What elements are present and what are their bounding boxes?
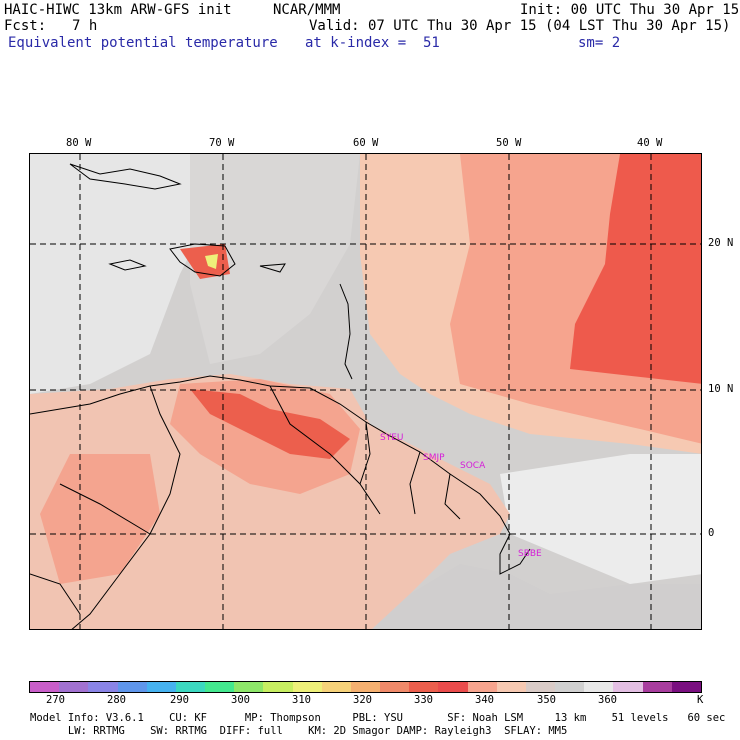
- field-yellow-hispaniola: [205, 254, 218, 269]
- legend-tick-290: 290: [170, 694, 189, 706]
- lon-label-50w: 50 W: [496, 137, 522, 149]
- station-soca: SOCA: [460, 461, 486, 471]
- coastlines: [30, 163, 531, 629]
- field-gray-south: [372, 564, 701, 629]
- forecast-hour: 7 h: [72, 18, 98, 34]
- level-index: at k-index = 51: [305, 35, 440, 51]
- legend-swatch: [175, 682, 206, 692]
- field-salmon-colombia: [40, 454, 160, 584]
- legend-swatch: [205, 682, 235, 692]
- lat-label-0: 0: [708, 527, 715, 539]
- legend-swatch: [263, 682, 293, 692]
- map-panel: SYEU SMJP SOCA SBBE: [29, 153, 702, 630]
- field-gray-central: [190, 154, 360, 364]
- model-info-line2: LW: RRTMG SW: RRTMG DIFF: full KM: 2D Sm…: [30, 725, 568, 737]
- legend-tick-330: 330: [414, 694, 433, 706]
- legend-tick-270: 270: [46, 694, 65, 706]
- legend-swatch: [350, 682, 381, 692]
- legend-swatch: [496, 682, 526, 692]
- legend-swatch: [555, 682, 585, 692]
- valid-time: Valid: 07 UTC Thu 30 Apr 15 (04 LST Thu …: [309, 18, 731, 34]
- smoothing: sm= 2: [578, 35, 621, 51]
- lon-label-80w: 80 W: [66, 137, 92, 149]
- legend-swatch: [146, 682, 176, 692]
- field-red-land: [190, 389, 350, 459]
- legend-swatch: [380, 682, 410, 692]
- station-smjp: SMJP: [423, 453, 445, 463]
- legend-swatch: [467, 682, 497, 692]
- field-red-hispaniola: [180, 244, 230, 279]
- legend-tick-360: 360: [598, 694, 617, 706]
- legend-unit: K: [697, 694, 704, 706]
- lat-label-10n: 10 N: [708, 383, 734, 395]
- lon-label-40w: 40 W: [637, 137, 663, 149]
- legend-swatch: [59, 682, 89, 692]
- legend-swatch: [671, 682, 701, 692]
- lon-label-70w: 70 W: [209, 137, 235, 149]
- legend-swatch: [321, 682, 351, 692]
- init-time: Init: 00 UTC Thu 30 Apr 15: [520, 2, 740, 18]
- legend-swatch: [234, 682, 264, 692]
- legend-tick-280: 280: [107, 694, 126, 706]
- legend-tick-340: 340: [475, 694, 494, 706]
- legend-tick-320: 320: [353, 694, 372, 706]
- field-name: Equivalent potential temperature: [8, 35, 278, 51]
- legend-swatch: [292, 682, 322, 692]
- lon-label-60w: 60 W: [353, 137, 379, 149]
- legend-swatch: [117, 682, 147, 692]
- organization: NCAR/MMM: [273, 2, 341, 18]
- legend-swatch: [584, 682, 614, 692]
- station-syeu: SYEU: [380, 433, 403, 443]
- legend-swatch: [642, 682, 672, 692]
- legend-swatch: [613, 682, 643, 692]
- model-info-line1: Model Info: V3.6.1 CU: KF MP: Thompson P…: [30, 712, 726, 724]
- legend-tick-300: 300: [231, 694, 250, 706]
- field-peach-land: [30, 374, 510, 629]
- model-title: HAIC-HIWC 13km ARW-GFS init: [4, 2, 232, 18]
- legend-tick-310: 310: [292, 694, 311, 706]
- legend-swatch: [525, 682, 556, 692]
- forecast-label: Fcst:: [4, 18, 47, 34]
- graticule: [30, 154, 701, 629]
- color-legend: [29, 681, 702, 693]
- field-light-gray-west: [30, 154, 210, 394]
- legend-swatch: [88, 682, 118, 692]
- field-red-east: [570, 154, 701, 384]
- legend-swatch: [30, 682, 60, 692]
- legend-tick-350: 350: [537, 694, 556, 706]
- map-canvas: SYEU SMJP SOCA SBBE: [30, 154, 701, 629]
- station-sbbe: SBBE: [518, 549, 542, 559]
- legend-swatch: [438, 682, 468, 692]
- lat-label-20n: 20 N: [708, 237, 734, 249]
- legend-swatch: [409, 682, 439, 692]
